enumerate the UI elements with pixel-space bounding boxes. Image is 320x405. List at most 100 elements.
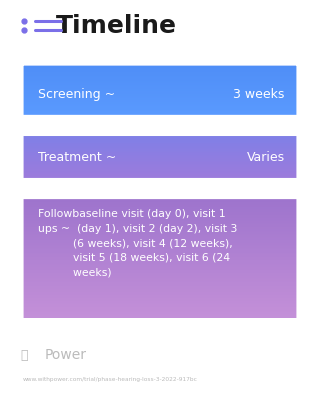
Bar	[22, 99, 298, 101]
Bar	[22, 146, 298, 148]
Bar	[22, 129, 298, 130]
Bar	[22, 75, 298, 76]
Bar	[22, 303, 298, 305]
Bar	[22, 181, 298, 183]
Bar	[22, 174, 298, 176]
Bar	[22, 110, 298, 111]
Bar	[22, 254, 298, 257]
Bar	[22, 97, 298, 99]
Bar	[22, 133, 298, 134]
Bar	[22, 298, 298, 301]
Bar	[22, 172, 298, 174]
Bar	[22, 247, 298, 249]
Bar	[22, 284, 298, 287]
Bar	[22, 214, 298, 216]
Bar	[22, 115, 298, 116]
Bar	[22, 87, 298, 89]
Bar	[22, 217, 298, 220]
Bar	[22, 192, 298, 194]
Bar	[22, 91, 298, 93]
Bar	[22, 289, 298, 291]
Bar	[22, 168, 298, 170]
Bar	[22, 219, 298, 221]
Bar	[22, 230, 298, 232]
Bar	[22, 258, 298, 260]
Bar	[22, 107, 298, 108]
Bar	[22, 77, 298, 79]
Bar	[22, 167, 298, 169]
Bar	[22, 183, 298, 185]
Bar	[22, 278, 298, 280]
Bar	[22, 225, 298, 227]
Bar	[22, 155, 298, 156]
Text: Treatment ~: Treatment ~	[38, 151, 117, 164]
Bar	[22, 104, 298, 105]
Bar	[22, 269, 298, 271]
Bar	[22, 77, 298, 78]
Bar	[22, 69, 298, 70]
Bar	[22, 315, 298, 318]
Bar	[22, 159, 298, 160]
Bar	[22, 130, 298, 131]
Bar	[22, 113, 298, 114]
Text: Power: Power	[45, 347, 87, 361]
Bar	[22, 149, 298, 151]
Bar	[22, 177, 298, 179]
Bar	[22, 308, 298, 310]
Bar	[22, 281, 298, 284]
Bar	[22, 311, 298, 313]
Bar	[22, 114, 298, 115]
Bar	[22, 259, 298, 262]
Bar	[22, 163, 298, 164]
Bar	[22, 295, 298, 298]
Bar	[22, 156, 298, 158]
Bar	[22, 164, 298, 166]
Bar	[22, 173, 298, 175]
Bar	[22, 245, 298, 247]
Bar	[22, 196, 298, 199]
Bar	[22, 294, 298, 296]
Bar	[22, 143, 298, 144]
Bar	[22, 132, 298, 134]
Bar	[22, 306, 298, 309]
Bar	[22, 139, 298, 140]
Bar	[22, 141, 298, 142]
Bar	[22, 84, 298, 85]
Bar	[22, 265, 298, 268]
Bar	[22, 171, 298, 172]
Bar	[22, 234, 298, 237]
Bar	[22, 273, 298, 276]
Bar	[22, 94, 298, 95]
Bar	[22, 135, 298, 137]
Bar	[22, 95, 298, 97]
Bar	[22, 109, 298, 110]
Bar	[22, 76, 298, 77]
Bar	[22, 98, 298, 100]
Bar	[22, 168, 298, 169]
Bar	[22, 166, 298, 167]
Bar	[22, 83, 298, 85]
Bar	[22, 205, 298, 207]
Bar	[22, 215, 298, 218]
Bar	[22, 264, 298, 266]
Bar	[22, 200, 298, 202]
Bar	[22, 148, 298, 149]
Bar	[22, 88, 298, 90]
Bar	[22, 286, 298, 288]
Text: Varies: Varies	[247, 151, 285, 164]
Bar	[22, 132, 298, 133]
Bar	[22, 96, 298, 98]
Bar	[22, 206, 298, 208]
Bar	[22, 103, 298, 104]
Bar	[22, 242, 298, 244]
Bar	[22, 143, 298, 145]
Bar	[22, 111, 298, 112]
Bar	[22, 144, 298, 146]
Bar	[22, 80, 298, 81]
Bar	[22, 236, 298, 238]
Text: Timeline: Timeline	[56, 14, 177, 38]
Bar	[22, 170, 298, 171]
Bar	[22, 151, 298, 153]
Bar	[22, 134, 298, 136]
Bar	[22, 92, 298, 93]
